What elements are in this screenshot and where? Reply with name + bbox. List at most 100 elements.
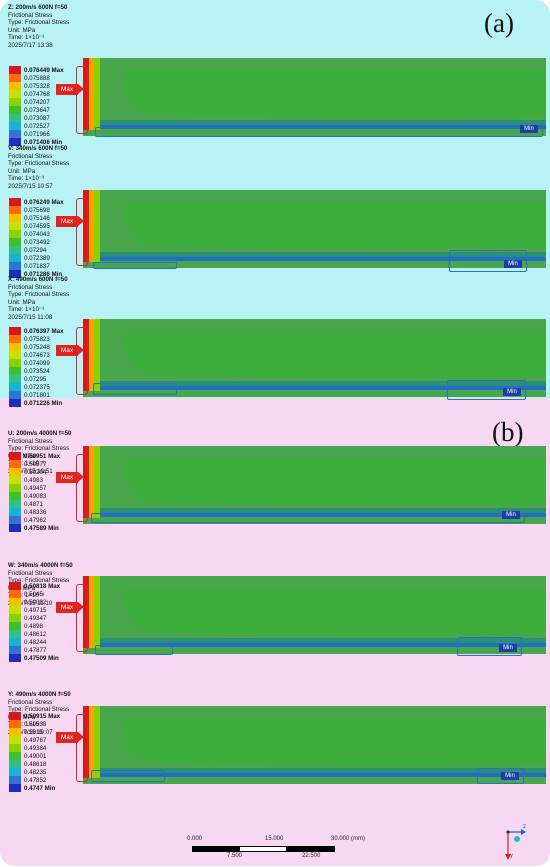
legend-swatch	[9, 399, 21, 407]
legend-value: 0.073647	[24, 106, 50, 114]
legend-row: 0.071286 Min	[9, 270, 79, 278]
legend-value: 0.076449 Max	[24, 66, 64, 74]
contour-mid-strip	[94, 706, 100, 778]
legend-swatch	[9, 654, 21, 662]
sim-header: Y: 490m/s 4000N f=50	[8, 691, 71, 698]
legend-value: 0.072527	[24, 122, 50, 130]
legend-swatch	[9, 646, 21, 654]
contour-max-strip	[83, 319, 89, 391]
legend-value: 0.073492	[24, 238, 50, 246]
contour-core-region	[123, 202, 546, 250]
sim-info-line: Time: 1×10⁻³	[8, 175, 45, 182]
contour-high-strip	[89, 576, 94, 648]
legend-swatch	[9, 74, 21, 82]
legend-row: 0.074099	[9, 359, 79, 367]
legend-value: 0.4898	[24, 622, 43, 630]
legend-row: 0.4871	[9, 500, 79, 508]
legend-row: 0.47589 Min	[9, 524, 79, 532]
legend-value: 0.072375	[24, 383, 50, 391]
contour-max-strip	[83, 576, 89, 648]
sim-info-line: Type: Frictional Stress	[8, 445, 70, 452]
legend-row: 0.4983	[9, 476, 79, 484]
legend-row: 0.50577	[9, 460, 79, 468]
sim-info-line: Type: Frictional Stress	[8, 706, 70, 713]
sim-info-2: X: 490m/s 600N f=50 Frictional Stress Type…	[8, 276, 69, 321]
legend-value: 0.4871	[24, 500, 43, 508]
legend-swatch	[9, 391, 21, 399]
legend-value: 0.5015	[24, 728, 43, 736]
legend-swatch	[9, 359, 21, 367]
legend-row: 0.074768	[9, 90, 79, 98]
legend-value: 0.073524	[24, 367, 50, 375]
legend-row: 0.47852	[9, 776, 79, 784]
legend-row: 0.49083	[9, 492, 79, 500]
scale-tick-30: 30.000 (mm)	[331, 836, 366, 842]
legend-row: 0.50951 Max	[9, 452, 79, 460]
legend-value: 0.074595	[24, 222, 50, 230]
max-tag: Max	[56, 732, 84, 743]
contour-high-strip	[89, 190, 94, 262]
sim-info-line: Unit: MPa	[8, 298, 36, 306]
legend-row: 0.071226 Min	[9, 399, 79, 407]
sim-info-line: 2025/7/15 10:57	[8, 182, 53, 190]
legend-row: 0.49347	[9, 614, 79, 622]
legend-row: 0.49001	[9, 752, 79, 760]
legend-row: 0.48235	[9, 768, 79, 776]
sim-header: Z: 200m/s 600N f=50	[8, 4, 68, 11]
contour-core-region	[123, 588, 546, 636]
sim-info-line: 2025/7/17 13:38	[8, 41, 53, 49]
legend-value: 0.48244	[24, 638, 47, 646]
scale-tick-22-5: 22.500	[302, 853, 321, 859]
legend-swatch	[9, 138, 21, 146]
sim-info-line: Type: Frictional Stress	[8, 577, 70, 584]
max-tag: Max	[56, 602, 84, 613]
legend-swatch	[9, 230, 21, 238]
scale-segment-2	[239, 846, 288, 852]
contour-plot-3	[83, 446, 546, 524]
contour-edge-band	[83, 252, 546, 257]
contour-max-strip	[83, 706, 89, 778]
contour-high-strip	[89, 446, 94, 518]
legend-swatch	[9, 468, 21, 476]
sim-info-line: Unit: MPa	[8, 26, 36, 34]
legend-swatch	[9, 712, 21, 720]
legend-swatch	[9, 238, 21, 246]
legend-row: 0.5045	[9, 590, 79, 598]
sim-header: W: 340m/s 4000N f=50	[8, 562, 73, 569]
legend-swatch	[9, 460, 21, 468]
legend-value: 0.50818 Max	[24, 582, 61, 590]
contour-legend-5: 0.50915 Max 0.50533 0.5015 0.49767 0.49384 0.…	[9, 712, 79, 792]
sim-info-3: U: 200m/s 4000N f=50 Frictional Stress Typ…	[8, 430, 71, 475]
legend-row: 0.49384	[9, 744, 79, 752]
contour-low-band	[83, 386, 546, 390]
legend-row: 0.074207	[9, 98, 79, 106]
legend-row: 0.074595	[9, 222, 79, 230]
legend-swatch	[9, 343, 21, 351]
legend-swatch	[9, 508, 21, 516]
max-tag: Max	[56, 345, 84, 356]
legend-value: 0.074673	[24, 351, 50, 359]
legend-value: 0.49083	[24, 492, 47, 500]
legend-swatch	[9, 383, 21, 391]
min-region-highlight	[91, 513, 525, 523]
legend-value: 0.075888	[24, 74, 50, 82]
legend-value: 0.49001	[24, 752, 47, 760]
legend-row: 0.073524	[9, 367, 79, 375]
legend-value: 0.4983	[24, 476, 43, 484]
legend-row: 0.49767	[9, 736, 79, 744]
contour-plot-0	[83, 58, 546, 136]
legend-swatch	[9, 122, 21, 130]
contour-plot-2	[83, 319, 546, 397]
contour-edge-band	[83, 768, 546, 773]
scale-tick-15: 15.000	[265, 836, 284, 842]
legend-row: 0.50204	[9, 468, 79, 476]
max-tag: Max	[56, 216, 84, 227]
legend-value: 0.49384	[24, 744, 47, 752]
legend-row: 0.4898	[9, 622, 79, 630]
contour-mid-strip	[94, 190, 100, 262]
legend-value: 0.075146	[24, 214, 50, 222]
scale-segment-1	[192, 846, 241, 852]
max-tag: Max	[56, 472, 84, 483]
legend-row: 0.50818 Max	[9, 582, 79, 590]
contour-low-band	[83, 773, 546, 777]
